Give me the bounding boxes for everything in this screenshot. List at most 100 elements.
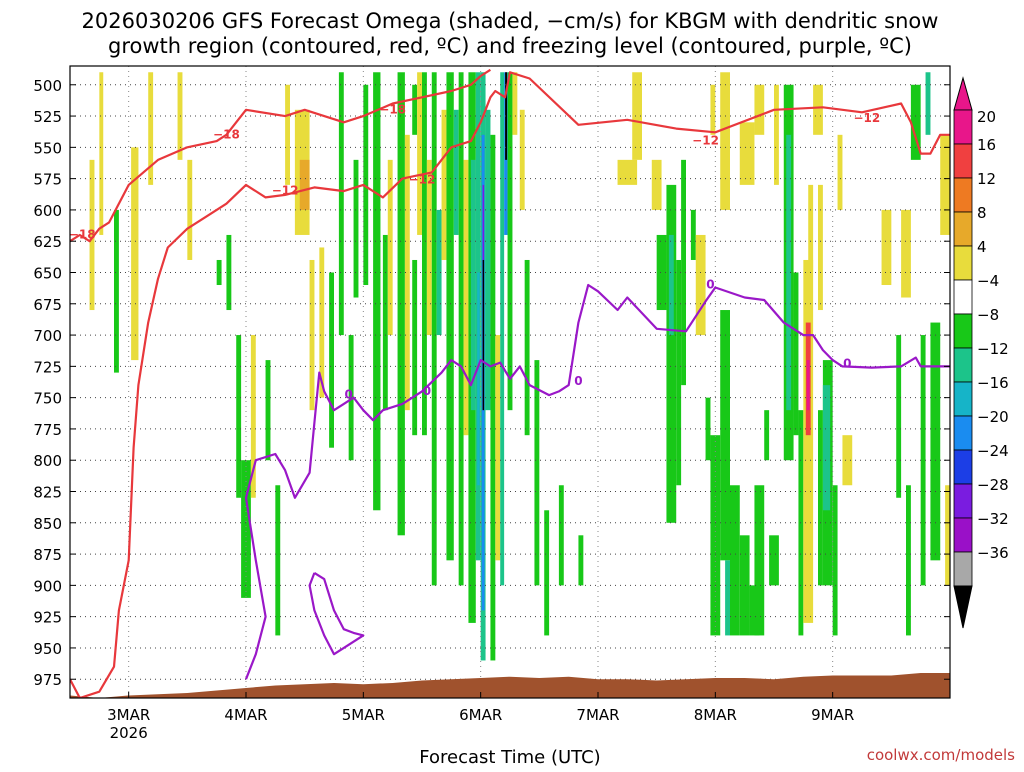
y-tick-label: 850 [33,515,62,533]
omega-shade-cell [930,322,941,561]
omega-shade-cell [769,535,779,586]
omega-shade-cell [353,159,359,298]
omega-shade-cell [348,335,354,461]
omega-shade-cell [512,72,518,135]
omega-shade-cell [720,72,730,210]
omega-shade-cell [148,72,154,185]
colorbar-label: −8 [977,306,999,324]
x-axis-label: Forecast Time (UTC) [419,747,600,768]
omega-shade-cell [485,109,491,411]
omega-shade-cell [431,72,437,586]
y-tick-label: 500 [33,77,62,95]
omega-shade-cell [806,360,810,411]
contour-line [70,71,950,698]
omega-shade-cell [114,209,119,373]
omega-shade-cell [265,360,271,461]
omega-shade-cell [656,234,667,311]
omega-shade-cell [441,109,447,260]
omega-shade-cell [901,209,911,298]
omega-shade-cell [906,485,911,636]
omega-shade-cell [730,485,740,636]
colorbar-swatch [953,347,973,383]
omega-shade-cell [764,410,770,461]
omega-shade-cell [754,485,765,636]
omega-shade-cell [558,485,564,586]
colorbar-swatch [953,381,973,417]
omega-shade-cell [236,335,242,498]
contour-label: 0 [423,384,431,398]
colorbar-label: −16 [977,374,1009,392]
omega-shade-cell [832,485,838,636]
omega-shade-cell [216,259,222,286]
omega-shade-cell [309,259,315,411]
omega-shade-cell [896,335,902,498]
colorbar-swatch [953,483,973,519]
omega-shade-cell [534,360,540,586]
omega-shade-cell [786,134,792,411]
omega-shade-cell [482,259,485,411]
x-tick-label: 3MAR [107,706,150,724]
contour-label: 0 [706,278,714,292]
plot-frame [69,65,951,699]
x-tick-label: 9MAR [811,706,854,724]
omega-shade-cell [422,72,427,436]
colorbar-bottom-triangle [953,585,973,629]
y-tick-label: 625 [33,233,62,251]
omega-shade-cell [275,485,281,636]
omega-shade-cell [808,184,814,273]
x-tick-label: 5MAR [342,706,385,724]
contour-label: −12 [854,111,881,125]
x-tick-sublabel: 2026 [110,724,148,742]
omega-shade-cell [739,122,755,185]
omega-shade-cell [436,209,442,336]
contour-label: −12 [692,134,719,148]
omega-shade-cell [417,72,422,235]
omega-shade-cell [453,109,459,235]
omega-shade-cell [803,259,814,623]
colorbar-swatch [953,313,973,349]
omega-shade-cell [458,72,464,586]
omega-shade-cell [363,84,369,286]
omega-shade-cell [818,184,823,311]
colorbar-label: −12 [977,340,1009,358]
omega-shade-cell [710,435,721,636]
omega-shade-cell [412,259,418,436]
omega-shade-cell [250,335,256,498]
omega-shade-cell [495,335,501,561]
omega-shade-cell [681,159,686,386]
colorbar-swatch [953,449,973,485]
colorbar-swatch [953,517,973,553]
omega-shade-cell [666,184,677,523]
colorbar-swatch [953,143,973,179]
colorbar-label: −4 [977,272,999,290]
omega-shade-cell [754,84,765,135]
omega-shade-cell [89,159,95,311]
omega-shade-cell [544,510,550,636]
omega-shade-cell [299,159,310,210]
y-tick-label: 600 [33,202,62,220]
colorbar-label: 12 [977,170,996,188]
colorbar-swatch [953,279,973,315]
contour-line [70,68,491,243]
omega-shade-cell [373,72,381,511]
colorbar-swatch [953,109,973,145]
axes: 500 525 550 575 600 625 650 675 700 725 750 775 800 8… [33,65,951,742]
contour-label: −18 [69,227,96,241]
colorbar-label: −24 [977,442,1009,460]
colorbar-swatch [953,211,973,247]
omega-shade-cell [285,84,290,185]
contour-label: −18 [213,127,240,141]
contour-label: −18 [379,102,406,116]
plot-clipped-group: −18 −18 −18 −12 −12 −12 −12 0 0 0 0 0 [69,66,950,698]
colorbar-swatch [953,415,973,451]
y-tick-label: 975 [33,671,62,689]
omega-shade-cell [387,159,393,336]
omega-shade-cell [226,234,232,311]
colorbar-swatch [953,551,973,587]
omega-shade-cell [519,109,525,210]
omega-shade-cell [705,397,711,461]
x-tick-label: 4MAR [224,706,267,724]
y-tick-label: 825 [33,484,62,502]
